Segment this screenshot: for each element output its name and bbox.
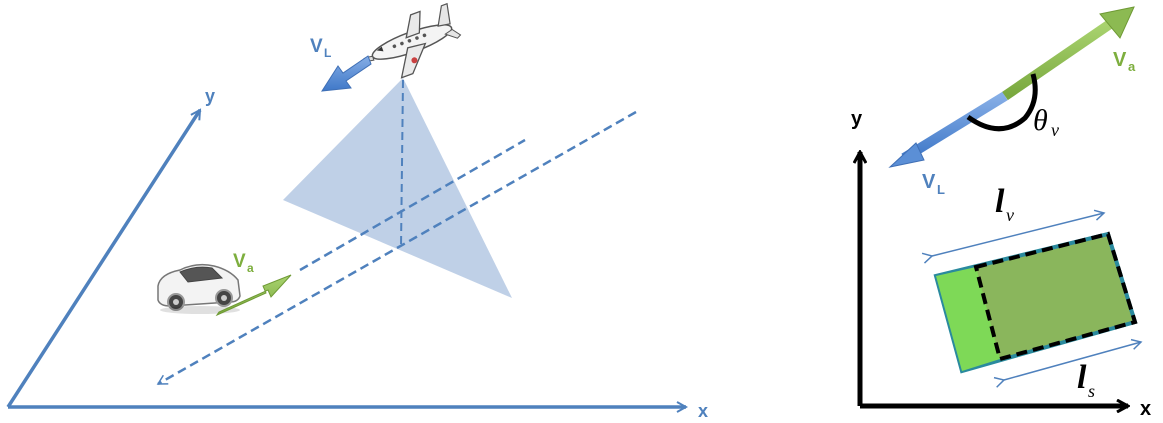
left-vl-main: V [310, 36, 323, 57]
left-vl-sub: L [324, 46, 331, 60]
left-x-axis-label: x [698, 401, 708, 421]
left-panel: x y V L [6, 2, 708, 421]
ls-sub: s [1088, 381, 1095, 401]
right-vl-sub: L [937, 182, 945, 197]
left-leader-velocity-label: V L [310, 36, 331, 60]
lv-main: l [995, 183, 1005, 220]
lv-sub: v [1006, 205, 1014, 225]
right-va-main: V [1113, 49, 1127, 71]
right-agent-velocity-arrow [1002, 19, 1113, 101]
sensor-length-label: l s [1077, 359, 1095, 401]
theta-sub: v [1051, 120, 1059, 140]
left-leader-velocity-arrow [321, 55, 372, 92]
vehicle-length-dimension [921, 209, 1106, 264]
nadir-line [400, 79, 404, 249]
left-agent-velocity-label: V a [233, 251, 254, 275]
airplane-icon [362, 2, 462, 79]
car-icon [157, 263, 241, 314]
ls-main: l [1077, 359, 1087, 396]
trajectory-upper [299, 138, 526, 272]
trajectory-lower [156, 110, 637, 386]
left-agent-velocity-arrow [215, 274, 292, 317]
right-leader-velocity-label: V L [922, 171, 945, 197]
right-x-axis-label: x [1140, 398, 1151, 420]
right-va-sub: a [1128, 59, 1136, 74]
vehicle-length-label: l v [995, 183, 1014, 225]
left-y-axis-label: y [205, 86, 215, 106]
theta-arc [966, 73, 1038, 132]
left-va-main: V [233, 251, 246, 272]
right-leader-arrowhead [888, 142, 925, 168]
left-va-sub: a [247, 261, 254, 275]
right-agent-arrowhead [1099, 6, 1135, 39]
right-vl-main: V [922, 171, 936, 193]
theta-main: θ [1033, 104, 1048, 137]
left-y-axis [6, 110, 202, 408]
vehicle-front [936, 267, 1000, 371]
right-panel: x y V L V a θ v l v l [851, 6, 1151, 420]
sensor-footprint [283, 78, 512, 298]
theta-label: θ v [1033, 104, 1059, 140]
right-y-axis-label: y [851, 108, 863, 130]
right-leader-velocity-arrow [901, 91, 1008, 163]
sensor-length-dimension [993, 338, 1143, 388]
right-agent-velocity-label: V a [1113, 49, 1136, 74]
